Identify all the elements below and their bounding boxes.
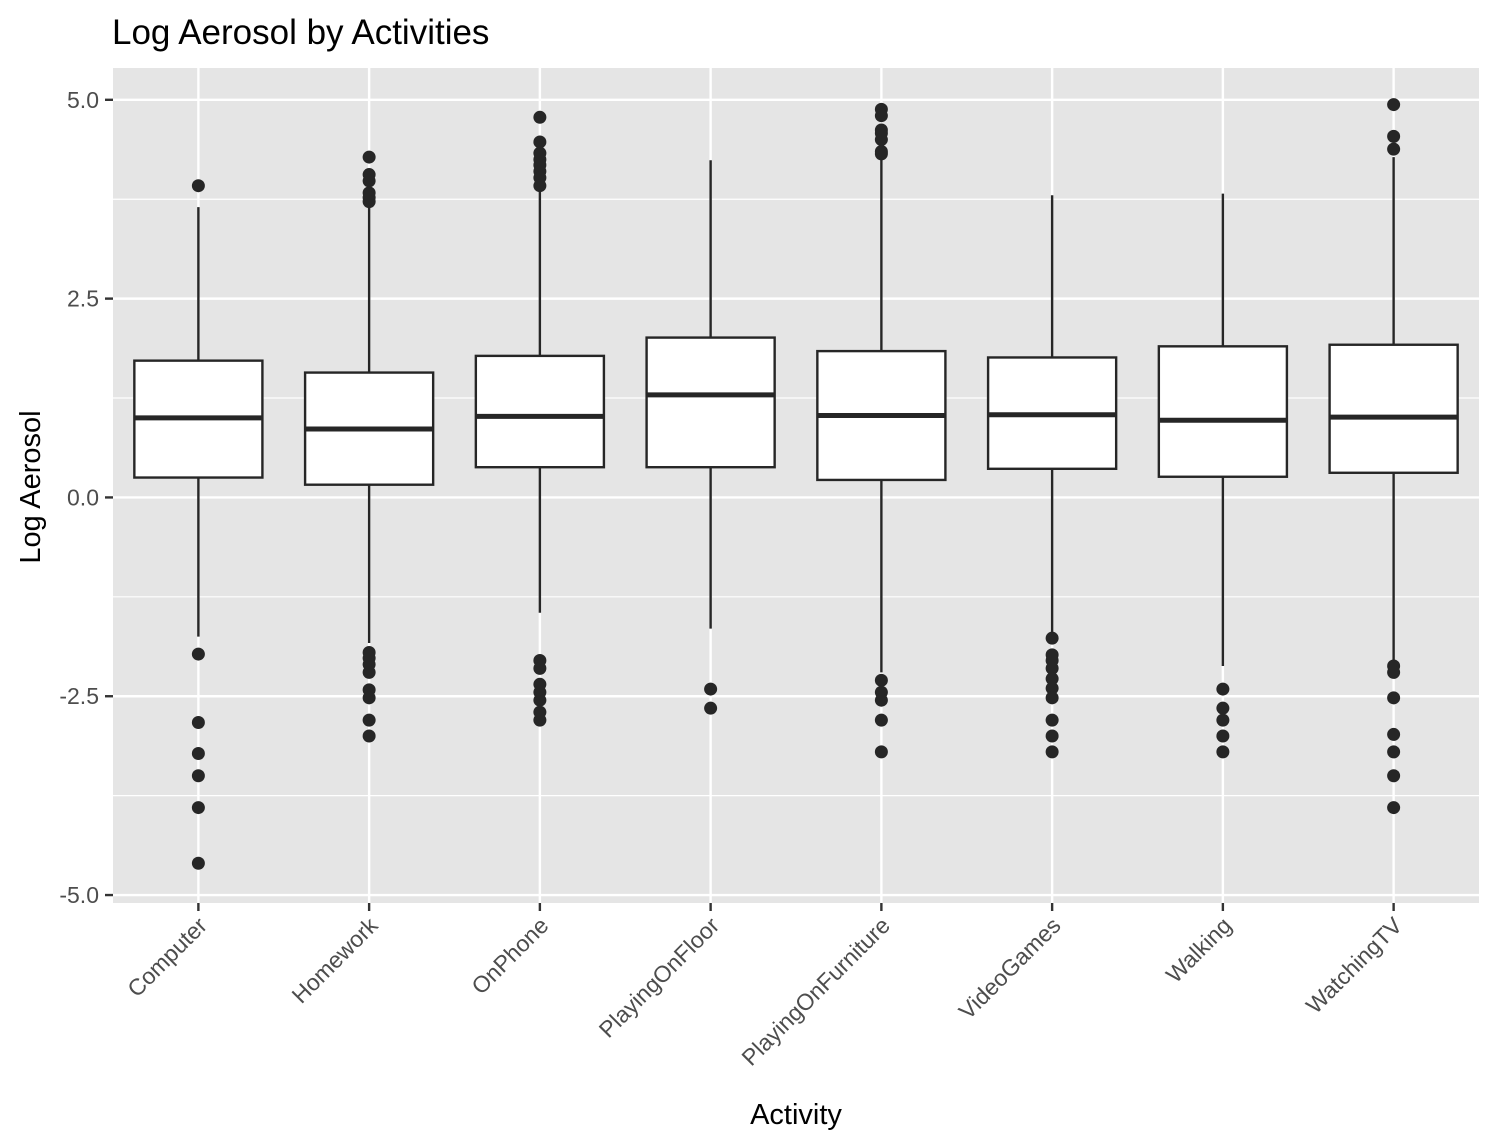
x-tick-label: VideoGames [954,912,1066,1024]
outlier-point [1045,729,1059,743]
outlier-point [362,713,376,727]
outlier-point [1387,801,1401,815]
outlier-point [1045,713,1059,727]
box-group [1157,193,1289,759]
outlier-point [874,147,888,161]
x-tick-label: Computer [122,912,212,1002]
outlier-point [704,682,718,696]
outlier-point [1387,98,1401,112]
x-axis-title: Activity [750,1099,842,1131]
box-iqr [474,354,606,469]
y-tick-label: 0.0 [67,484,99,510]
x-tick-label: Walking [1161,912,1237,988]
box-group [303,150,435,743]
outlier-point [1216,682,1230,696]
x-tick-label: PlayingOnFurniture [736,912,895,1071]
outlier-point [1216,701,1230,715]
outlier-point [533,713,547,727]
outlier-point [1387,129,1401,143]
box-group [1328,98,1459,815]
outlier-point [874,693,888,707]
outlier-point [1387,745,1401,759]
outlier-point [362,665,376,679]
outlier-point [1045,691,1059,705]
outlier-point [1216,713,1230,727]
outlier-point [362,729,376,743]
outlier-point [191,715,205,729]
x-tick-label: OnPhone [466,912,553,999]
outlier-point [1387,727,1401,741]
outlier-point [1045,745,1059,759]
outlier-point [1387,769,1401,783]
box-marks [133,98,1459,870]
outlier-point [1045,672,1059,686]
box-group [986,195,1118,759]
y-axis-title: Log Aerosol [15,410,47,563]
outlier-point [1387,691,1401,705]
y-tick-label: 5.0 [67,87,99,113]
outlier-point [533,693,547,707]
outlier-point [874,133,888,147]
outlier-point [533,179,547,193]
outlier-point [874,109,888,123]
box-iqr [1157,345,1289,478]
y-tick-label: -2.5 [59,683,99,709]
y-tick-label: 2.5 [67,286,99,312]
outlier-point [191,769,205,783]
outlier-point [191,179,205,193]
outlier-point [1387,142,1401,156]
box-group [816,102,947,759]
x-tick-label: PlayingOnFloor [594,912,725,1043]
outlier-point [362,691,376,705]
outlier-point [533,135,547,149]
box-group [645,160,776,715]
box-group [474,110,606,727]
outlier-point [533,661,547,675]
outlier-point [362,150,376,164]
outlier-point [191,746,205,760]
outlier-point [704,701,718,715]
outlier-point [362,195,376,209]
outlier-point [1216,745,1230,759]
outlier-point [1045,681,1059,695]
box-iqr [645,336,776,469]
y-tick-label: -5.0 [59,882,99,908]
outlier-point [362,174,376,188]
outlier-point [1045,631,1059,645]
chart-title: Log Aerosol by Activities [112,13,489,52]
outlier-point [1045,661,1059,675]
box-iqr [1328,343,1459,474]
x-tick-label: WatchingTV [1301,912,1408,1019]
outlier-point [874,745,888,759]
outlier-point [191,647,205,661]
box-group [133,179,264,870]
outlier-point [1216,729,1230,743]
outlier-point [874,673,888,687]
outlier-point [1387,665,1401,679]
outlier-point [191,856,205,870]
x-tick-label: Homework [287,912,383,1008]
outlier-point [533,110,547,124]
outlier-point [191,801,205,815]
outlier-point [874,713,888,727]
